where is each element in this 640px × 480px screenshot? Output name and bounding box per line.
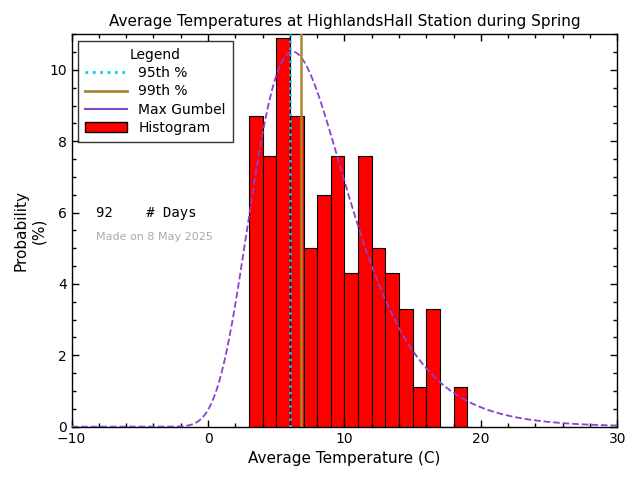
Title: Average Temperatures at HighlandsHall Station during Spring: Average Temperatures at HighlandsHall St…: [109, 14, 580, 29]
Bar: [372, 248, 385, 427]
Bar: [454, 387, 467, 427]
Bar: [413, 387, 426, 427]
Bar: [290, 116, 303, 427]
Bar: [303, 248, 317, 427]
Bar: [344, 273, 358, 427]
Bar: [426, 309, 440, 427]
Text: Made on 8 May 2025: Made on 8 May 2025: [96, 232, 213, 242]
Bar: [276, 38, 290, 427]
Y-axis label: Probability
(%): Probability (%): [14, 190, 46, 271]
Text: 92    # Days: 92 # Days: [96, 206, 196, 220]
Bar: [358, 156, 372, 427]
Bar: [399, 309, 413, 427]
Bar: [249, 116, 262, 427]
Bar: [317, 195, 331, 427]
Legend: 95th %, 99th %, Max Gumbel, Histogram: 95th %, 99th %, Max Gumbel, Histogram: [79, 41, 233, 142]
Bar: [385, 273, 399, 427]
Bar: [262, 156, 276, 427]
Bar: [331, 156, 344, 427]
X-axis label: Average Temperature (C): Average Temperature (C): [248, 451, 441, 466]
